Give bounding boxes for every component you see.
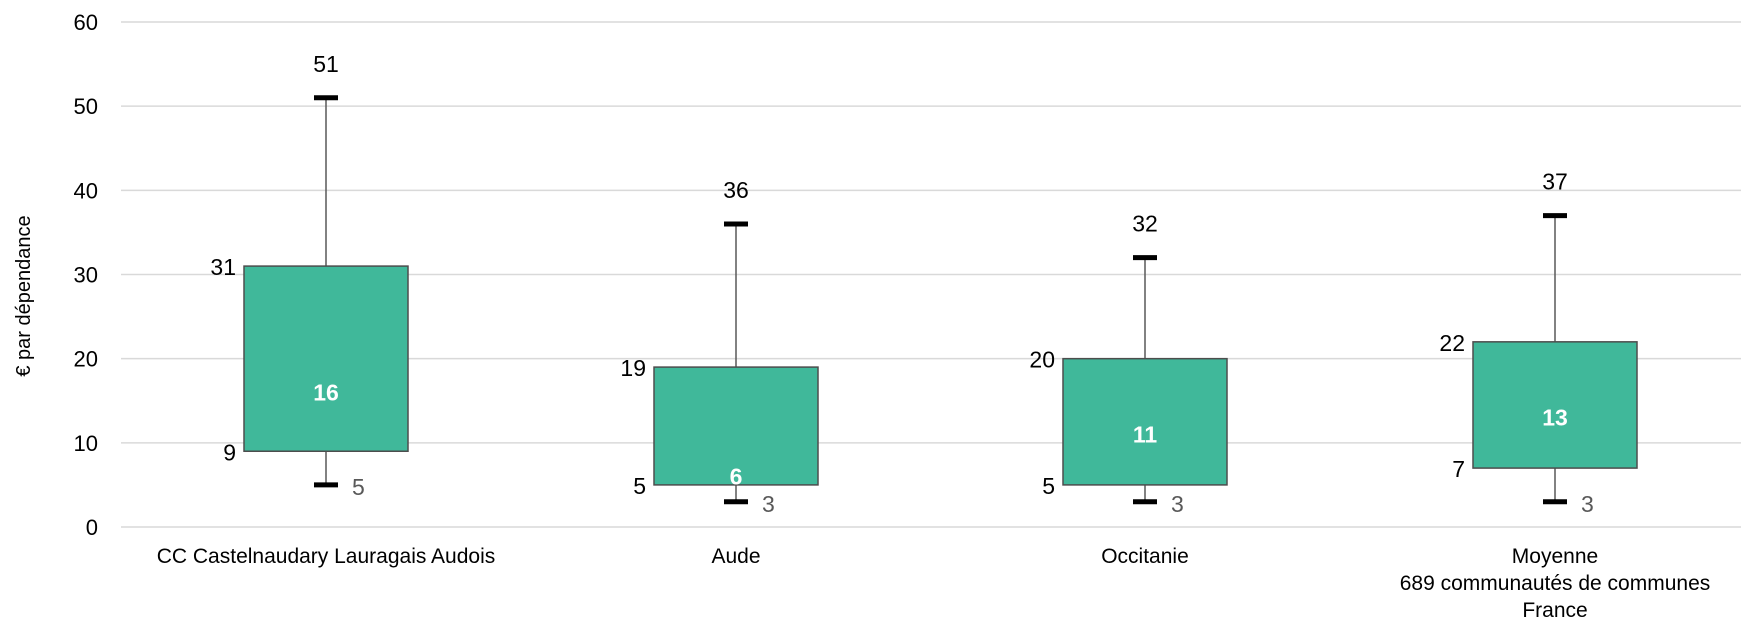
- median-label: 13: [1542, 405, 1568, 431]
- median-label: 11: [1133, 421, 1158, 447]
- y-tick-label: 10: [74, 431, 98, 456]
- q1-label: 5: [1042, 473, 1055, 499]
- max-label: 37: [1542, 169, 1568, 195]
- max-label: 36: [723, 177, 749, 203]
- category-label: Moyenne: [1512, 545, 1598, 568]
- q1-label: 9: [223, 439, 236, 465]
- q1-label: 5: [633, 473, 646, 499]
- min-label: 3: [1171, 491, 1184, 517]
- y-tick-label: 30: [74, 263, 98, 288]
- category-label: 689 communautés de communes: [1400, 572, 1711, 595]
- y-tick-label: 60: [74, 10, 98, 35]
- iqr-box: [243, 265, 409, 453]
- y-tick-label: 40: [74, 178, 98, 203]
- iqr-box: [1472, 341, 1638, 469]
- category-labels: CC Castelnaudary Lauragais Audois Aude Occ…: [157, 545, 1711, 621]
- box-group: 51 31 9 5 16: [210, 51, 409, 500]
- median-label: 16: [313, 379, 339, 405]
- y-axis-label: € par dépendance: [13, 215, 35, 376]
- y-tick-label: 20: [74, 347, 98, 372]
- q3-label: 31: [210, 254, 236, 280]
- median-label: 6: [730, 464, 743, 490]
- y-tick-label: 50: [74, 94, 98, 119]
- category-label: CC Castelnaudary Lauragais Audois: [157, 545, 496, 568]
- min-label: 5: [352, 474, 365, 500]
- category-label: Occitanie: [1101, 545, 1189, 568]
- box-group: 36 19 5 36: [620, 177, 819, 517]
- q3-label: 19: [620, 355, 646, 381]
- q3-label: 22: [1439, 330, 1465, 356]
- box-group: 37 22 7 3 13: [1439, 169, 1638, 517]
- max-label: 32: [1132, 211, 1158, 237]
- iqr-box: [653, 366, 819, 486]
- q1-label: 7: [1452, 456, 1465, 482]
- y-tick-label: 0: [86, 515, 98, 540]
- min-label: 3: [762, 491, 775, 517]
- max-label: 51: [313, 51, 339, 77]
- y-axis-ticks: 0 10 20 30 40 50 60: [74, 10, 98, 540]
- category-label: France: [1522, 599, 1587, 621]
- q3-label: 20: [1029, 347, 1055, 373]
- iqr-box: [1062, 357, 1228, 486]
- category-label: Aude: [711, 545, 760, 568]
- box-group: 32 20 5 3 11: [1029, 211, 1228, 517]
- min-label: 3: [1581, 491, 1594, 517]
